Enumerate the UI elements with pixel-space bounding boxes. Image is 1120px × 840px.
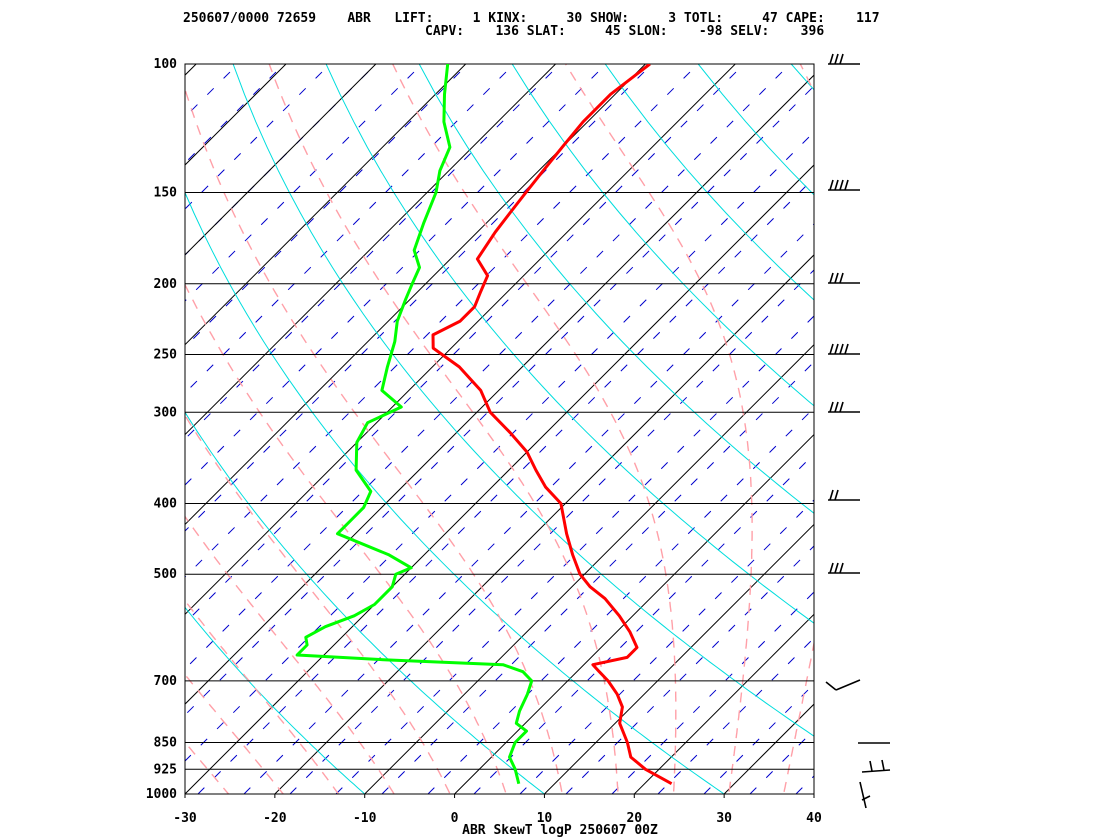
header-line-2: CAPV: 136 SLAT: 45 SLON: -98 SELV: 396 [425,24,824,39]
wind-barb [828,179,860,191]
dewpoint-profile [295,64,534,785]
temperature-profile [431,64,673,786]
wind-barbs [825,53,891,809]
wind-barb [828,343,860,355]
pressure-tick-label: 925 [154,762,177,777]
temperature-tick-label: 30 [716,811,732,826]
pressure-tick-label: 700 [154,674,178,689]
background-lines [185,64,814,794]
wind-barb [828,272,860,284]
dry-adiabats [185,64,814,794]
header-line-1: 250607/0000 72659 ABR LIFT: 1 KINX: 30 S… [183,11,880,26]
pressure-tick-label: 250 [154,347,178,362]
wind-barb [828,562,860,574]
wind-barb [861,759,891,773]
pressure-ticks: 100 150 200 250 300 400 500 700 850 925 1000 [146,57,177,802]
pressure-tick-label: 200 [154,277,178,292]
temperature-tick-label: -10 [353,811,377,826]
wind-barb [825,679,861,691]
temperature-tick-label: 10 [537,811,553,826]
wind-barb [859,781,871,809]
wind-barb [828,401,860,413]
pressure-tick-label: 850 [154,735,178,750]
plot-frame [184,63,815,795]
temperature-tick-label: 20 [626,811,642,826]
pressure-tick-label: 300 [154,405,178,420]
pressure-tick-label: 150 [154,186,178,201]
wind-barb [828,489,860,501]
pressure-tick-label: 500 [154,567,178,582]
temperature-tick-label: -30 [173,811,197,826]
wind-barb [828,53,860,65]
temperature-ticks: -30 -20 -10 0 10 20 30 40 [173,794,822,826]
temperature-tick-label: 0 [451,811,459,826]
chart-title: ABR SkewT logP 250607 00Z [462,823,658,838]
moist-adiabats [185,64,814,794]
pressure-tick-label: 100 [154,57,178,72]
temperature-tick-label: 40 [806,811,822,826]
pressure-tick-label: 1000 [146,787,177,802]
pressure-tick-label: 400 [154,497,178,512]
temperature-tick-label: -20 [263,811,287,826]
profiles [295,64,673,786]
